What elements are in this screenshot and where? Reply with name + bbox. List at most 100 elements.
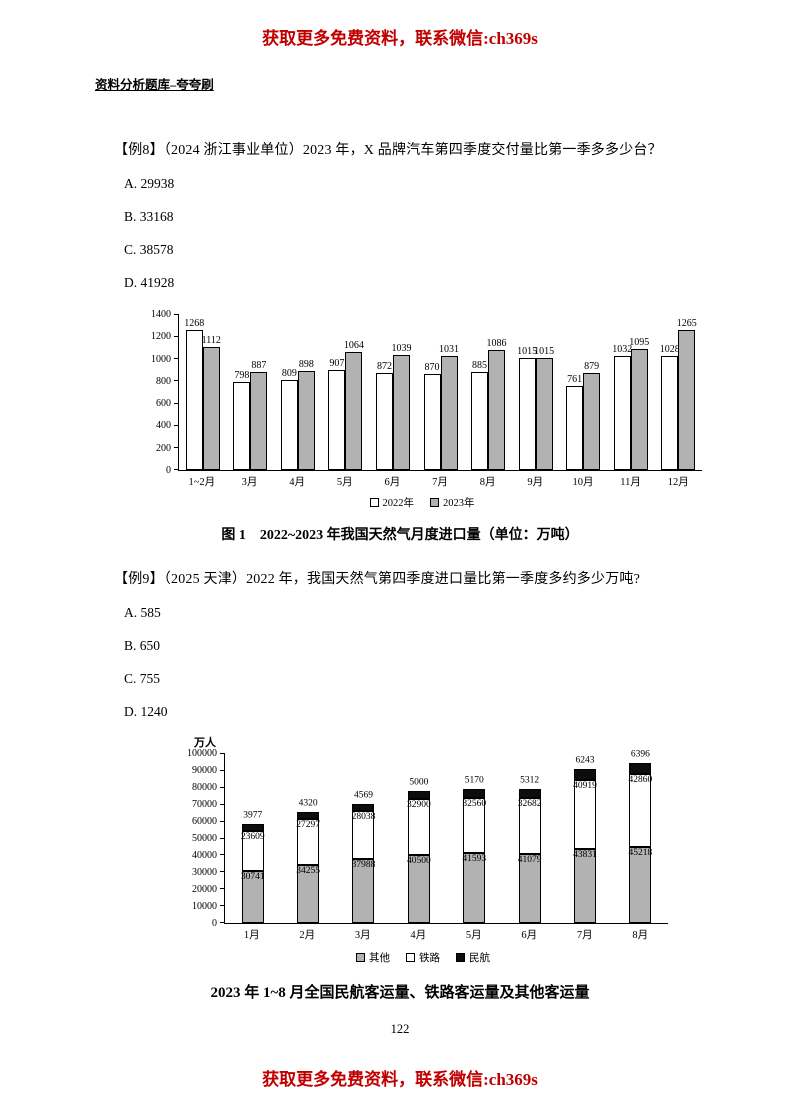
x-category-label: 7月 xyxy=(432,477,448,488)
bar-group: 761 879 xyxy=(559,315,607,470)
segment-value-label: 41079 xyxy=(517,854,542,865)
bar-2022年: 870 xyxy=(423,362,441,470)
bar-2022年: 798 xyxy=(233,370,251,470)
q9-stem: 【例9】（2025 天津）2022 年，我国天然气第四季度进口量比第一季度多约多… xyxy=(114,572,641,587)
segment-value-label: 43831 xyxy=(573,849,597,860)
segment-value-label: 5312 xyxy=(520,775,540,786)
bar-2023年: 1112 xyxy=(202,335,221,470)
legend-label: 民航 xyxy=(469,953,490,964)
bar-2023年: 1039 xyxy=(391,343,411,470)
chart-gas-monthly-imports: 0 200 400 600 800 1000 1200 1400 1268 1112 798 887… xyxy=(142,310,702,510)
x-category-label: 12月 xyxy=(667,477,689,488)
y-tick-mark xyxy=(220,769,225,771)
bar-group: 41593 32560 5170 xyxy=(447,754,502,923)
legend-swatch xyxy=(406,953,415,962)
figure1-caption: 图 1 2022~2023 年我国天然气月度进口量（单位：万吨） xyxy=(221,528,579,543)
y-tick-label: 10000 xyxy=(192,901,217,912)
legend-item: 铁路 xyxy=(406,950,440,965)
page-number: 122 xyxy=(390,1022,410,1036)
y-tick-mark xyxy=(174,358,179,360)
bar-segment-其他 xyxy=(352,858,375,923)
y-tick-mark xyxy=(174,314,179,315)
bar-value-label: 761 xyxy=(567,373,583,385)
bar-segment-民航 xyxy=(297,811,320,819)
segment-value-label: 28038 xyxy=(351,812,376,823)
bar-value-label: 1015 xyxy=(534,345,555,357)
bar-segment-其他 xyxy=(463,852,486,923)
y-tick-label: 0 xyxy=(166,465,171,476)
y-tick-label: 400 xyxy=(156,420,171,432)
bar-2023年: 879 xyxy=(583,361,601,470)
legend-item: 民航 xyxy=(456,950,490,965)
x-category-label: 2月 xyxy=(299,930,316,941)
y-tick-label: 0 xyxy=(212,918,217,929)
bar-value-label: 887 xyxy=(251,359,267,371)
plot-area: 1268 1112 798 887 809 898 907 1064 872 1039 870 103… xyxy=(174,314,702,471)
bar-2023年: 898 xyxy=(297,359,315,470)
segment-value-label: 6396 xyxy=(630,749,650,760)
bar-segment-其他 xyxy=(297,865,320,923)
bar-group: 30741 23609 3977 xyxy=(225,754,280,923)
segment-value-label: 27297 xyxy=(296,819,320,830)
x-category-label: 6月 xyxy=(521,930,538,941)
legend-label: 2022年 xyxy=(382,498,415,509)
bar-segment-铁路 xyxy=(407,798,430,855)
y-tick-label: 90000 xyxy=(192,765,217,776)
stacked-bar: 34255 27297 4320 xyxy=(296,754,320,923)
segment-value-label: 32900 xyxy=(406,799,431,810)
bar-group: 34255 27297 4320 xyxy=(280,754,335,923)
chart-body: 0 200 400 600 800 1000 1200 1400 1268 1112 798 887… xyxy=(142,310,702,489)
chart-body: 0 10000 20000 30000 40000 50000 60000 70000 8000… xyxy=(178,749,668,942)
y-tick-mark xyxy=(174,336,179,338)
bar-value-label: 885 xyxy=(472,360,488,372)
q9-option-b: B. 650 xyxy=(124,638,161,653)
bar-value-label: 798 xyxy=(234,369,250,381)
legend-item: 2022年 xyxy=(369,495,415,510)
bar-segment-其他 xyxy=(407,854,430,923)
y-tick-mark xyxy=(220,786,225,788)
bar-value-label: 1112 xyxy=(201,334,221,346)
y-tick-mark xyxy=(220,837,225,839)
segment-value-label: 4569 xyxy=(353,790,373,801)
x-category-label: 6月 xyxy=(384,477,401,488)
bar-2023年: 1064 xyxy=(344,340,364,470)
bar-group: 1032 1095 xyxy=(607,315,655,470)
y-tick-mark xyxy=(220,888,225,890)
y-tick-label: 1000 xyxy=(151,353,171,365)
segment-value-label: 32682 xyxy=(517,799,542,810)
segment-value-label: 23609 xyxy=(240,832,265,843)
segment-value-label: 30741 xyxy=(240,872,265,883)
bar-value-label: 1268 xyxy=(184,317,205,329)
bar-group: 872 1039 xyxy=(369,315,417,470)
legend-swatch xyxy=(369,498,379,507)
x-category-label: 9月 xyxy=(527,477,544,488)
bar-segment-民航 xyxy=(573,769,596,780)
doc-header: 资料分析题库–夸夸刷 xyxy=(95,78,214,92)
q9-option-c: C. 755 xyxy=(124,671,161,686)
q8-option-a: A. 29938 xyxy=(124,176,175,191)
bar-segment-其他 xyxy=(629,846,652,923)
y-tick-mark xyxy=(174,380,179,382)
bar-group: 37988 28038 4569 xyxy=(336,754,391,923)
bar-value-label: 1086 xyxy=(486,337,507,349)
segment-value-label: 6243 xyxy=(575,755,595,766)
bar-value-label: 809 xyxy=(281,368,297,380)
segment-value-label: 40500 xyxy=(406,855,431,866)
bar-2023年: 1086 xyxy=(487,338,507,470)
x-axis: 1月 2月 3月 4月 5月 6月 7月 8月 xyxy=(224,924,668,942)
q9-option-a: A. 585 xyxy=(124,605,161,620)
y-tick-label: 800 xyxy=(156,375,171,387)
legend-swatch xyxy=(456,953,465,962)
bar-segment-铁路 xyxy=(241,831,264,872)
y-tick-label: 50000 xyxy=(192,833,217,844)
y-tick-label: 30000 xyxy=(192,867,217,878)
y-tick-label: 100000 xyxy=(187,748,217,759)
bar-group: 1268 1112 xyxy=(179,315,227,470)
x-category-label: 4月 xyxy=(410,930,427,941)
bar-value-label: 898 xyxy=(298,358,314,370)
stacked-bar: 30741 23609 3977 xyxy=(240,754,265,923)
y-tick-mark xyxy=(220,753,225,754)
segment-value-label: 41593 xyxy=(462,853,487,864)
bar-value-label: 879 xyxy=(584,360,600,372)
segment-value-label: 5000 xyxy=(409,777,429,787)
